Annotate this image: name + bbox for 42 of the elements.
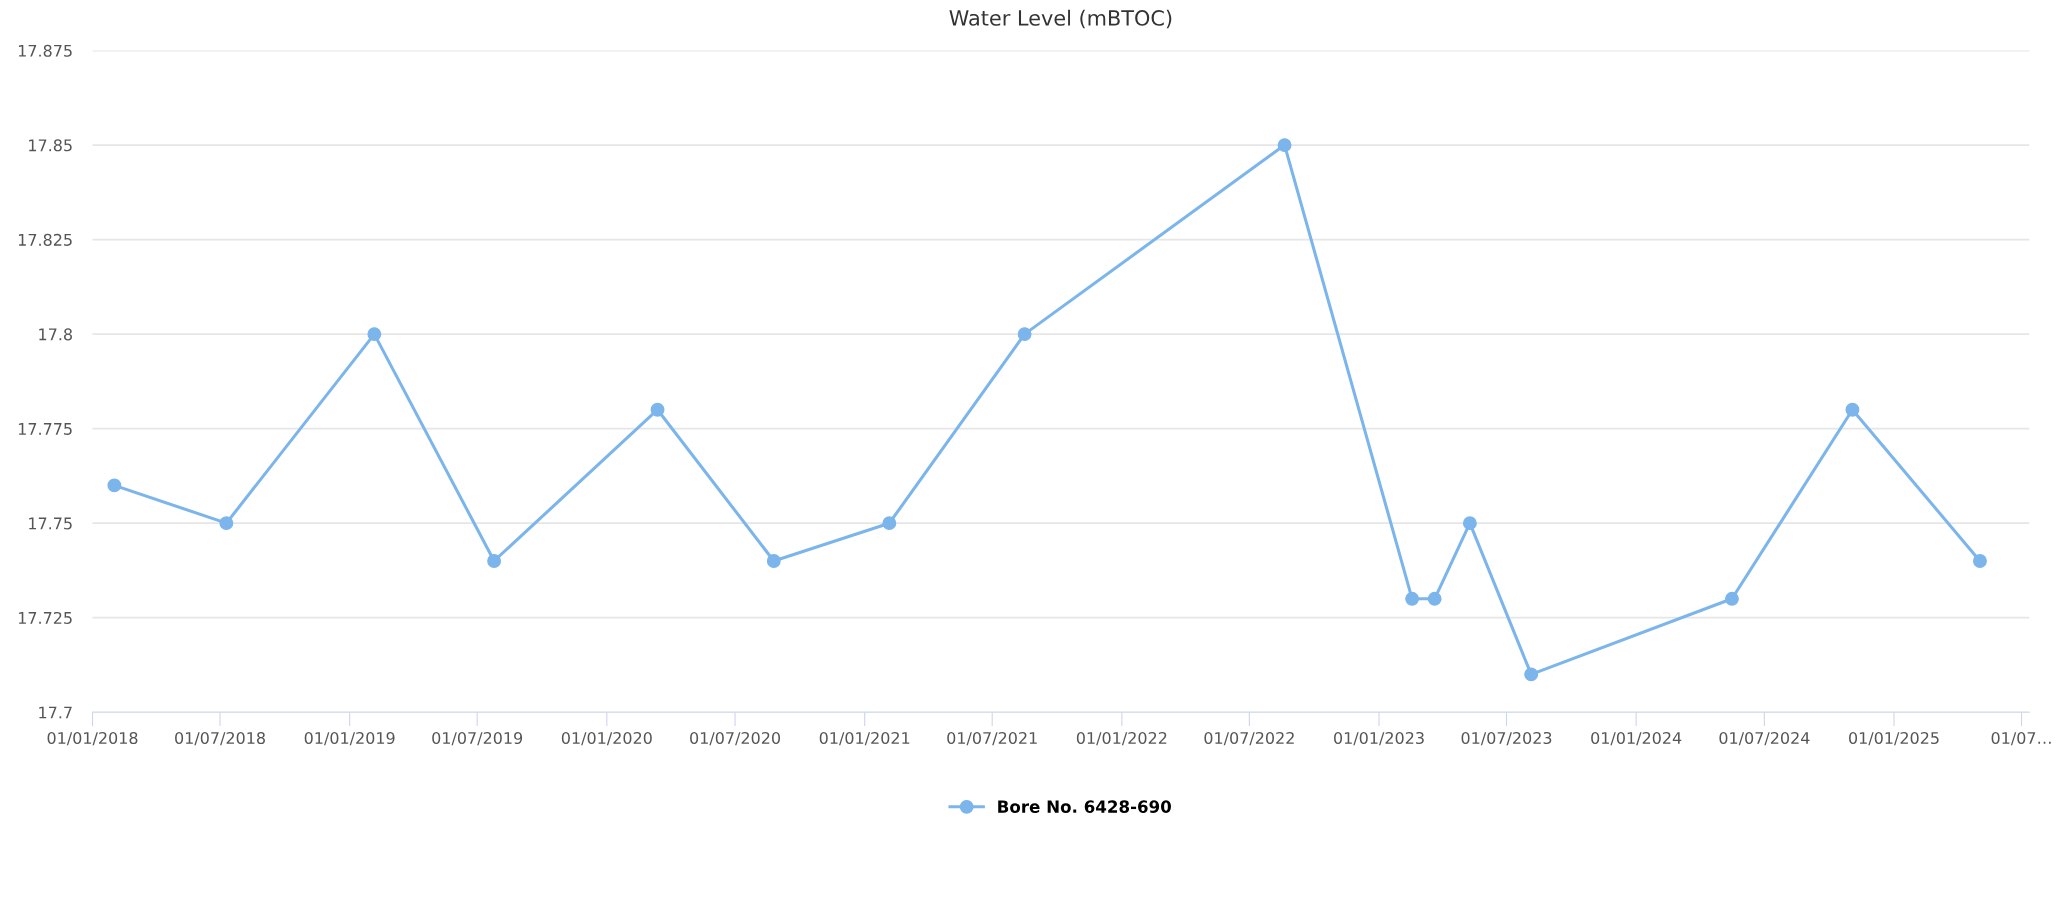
point (650, 402, 665, 417)
point (1524, 667, 1539, 682)
x-tick-label: 01/07/2018 (175, 731, 265, 746)
x-tick-label: 01/07/2021 (947, 731, 1037, 746)
y-tick-label: 17.825 (18, 233, 72, 246)
chart-title: Water Level (mBTOC) (949, 9, 1172, 29)
point (1845, 402, 1860, 417)
x-tick-label: 01/07/2019 (432, 731, 523, 746)
x-tick-label: 01/01/2021 (819, 731, 910, 746)
x-tick-label: 01/01/2025 (1849, 731, 1939, 746)
point (219, 516, 234, 531)
x-tick-label: 01/07/2023 (1461, 731, 1552, 746)
point (1017, 327, 1032, 342)
point (487, 554, 502, 568)
y-tick-label: 17.7 (39, 706, 72, 719)
y-tick-label: 17.75 (29, 517, 72, 530)
x-tick-label: 01/01/2019 (304, 731, 395, 746)
point (1405, 591, 1420, 606)
point (1277, 138, 1292, 153)
x-tick-label: 01/01/2020 (561, 731, 652, 746)
x-tick-label: 01/01/2023 (1334, 731, 1424, 746)
x-tick-label: 01/07/2020 (690, 731, 781, 746)
x-tick-label: 01/07… (1991, 731, 2051, 746)
point (1462, 516, 1477, 531)
point (107, 478, 122, 493)
point (1973, 554, 1987, 568)
legend-label: Bore No. 6428-690 (998, 800, 1171, 813)
y-tick-label: 17.725 (18, 611, 72, 624)
x-tick-label: 01/01/2018 (47, 731, 138, 746)
point (1427, 591, 1442, 606)
x-tick-label: 01/01/2024 (1591, 731, 1682, 746)
y-tick-label: 17.775 (18, 423, 72, 435)
x-tick-label: 01/07/2022 (1204, 731, 1294, 746)
y-tick-label: 17.85 (29, 139, 72, 152)
y-tick-label: 17.8 (39, 328, 72, 341)
y-tick-label: 17.875 (18, 44, 72, 57)
x-tick-label: 01/01/2022 (1076, 731, 1167, 746)
point (1725, 591, 1739, 606)
point (367, 327, 382, 342)
x-tick-label: 01/07/2024 (1719, 731, 1810, 746)
point (766, 554, 781, 568)
point (882, 516, 897, 531)
